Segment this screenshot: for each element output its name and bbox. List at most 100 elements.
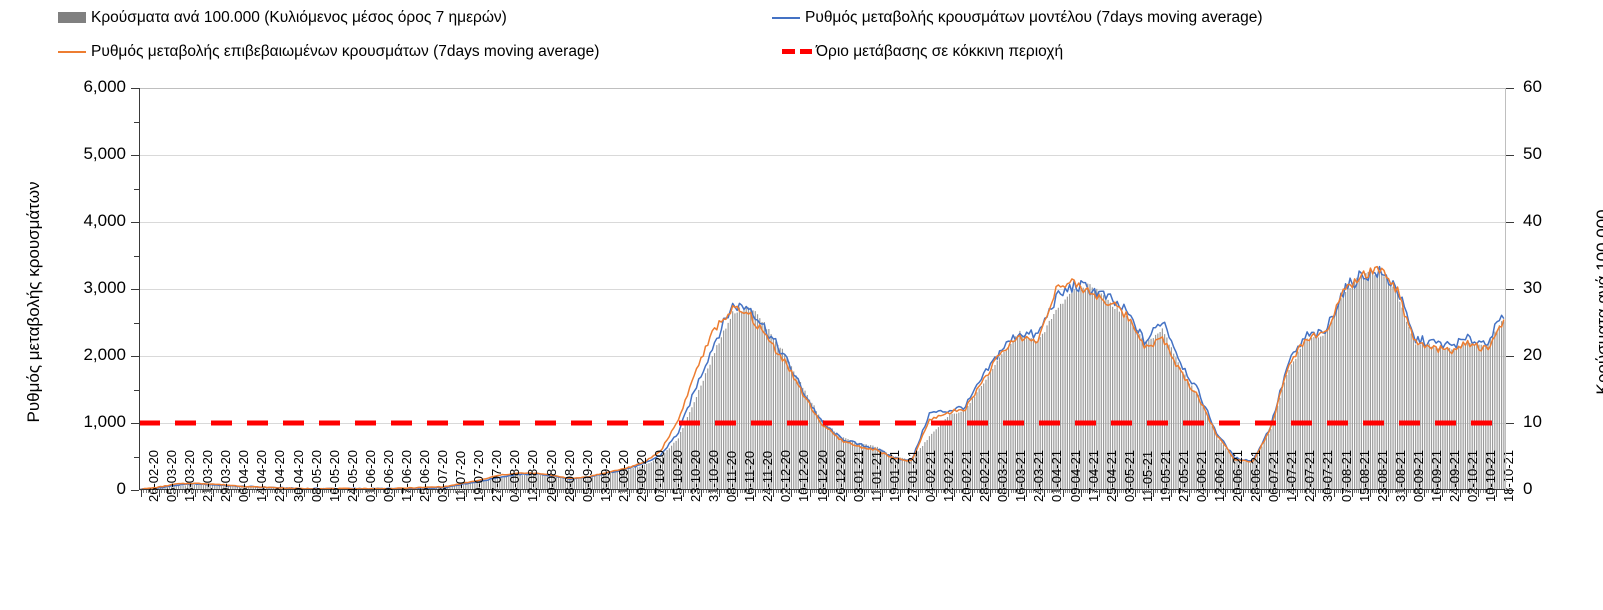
x-axis-minor-tick-mark	[323, 490, 325, 493]
x-axis-minor-tick-mark	[658, 490, 660, 493]
x-axis-minor-tick-mark	[150, 490, 152, 493]
x-axis-minor-tick-mark	[244, 490, 246, 493]
x-axis-minor-tick-mark	[929, 490, 931, 493]
x-axis-minor-tick-mark	[721, 490, 723, 493]
legend-item-threshold[interactable]: Όριο μετάβασης σε κόκκινη περιοχή	[782, 44, 1063, 60]
x-axis-minor-tick-mark	[1259, 490, 1260, 493]
gridline	[139, 88, 1505, 89]
x-axis-minor-tick-mark	[409, 490, 411, 493]
x-axis-minor-tick-mark	[1137, 490, 1139, 493]
x-axis-tick-mark	[430, 490, 432, 497]
axis-minor-tick-mark	[134, 188, 139, 190]
x-axis-minor-tick-mark	[1019, 490, 1021, 493]
x-axis-minor-tick-mark	[861, 490, 863, 493]
x-axis-minor-tick-mark	[1021, 490, 1023, 493]
x-axis-minor-tick-mark	[1060, 490, 1062, 493]
x-axis-minor-tick-mark	[1216, 490, 1218, 493]
x-axis-tick-mark	[1225, 490, 1227, 497]
right-axis-tick-label: 60	[1523, 77, 1542, 96]
x-axis-minor-tick-mark	[479, 490, 481, 493]
x-axis-minor-tick-mark	[337, 490, 339, 493]
x-axis-minor-tick-mark	[1148, 490, 1150, 493]
right-axis-spine	[1505, 88, 1506, 490]
x-axis-minor-tick-mark	[854, 490, 856, 493]
x-axis-tick-mark	[683, 490, 685, 497]
x-axis-minor-tick-mark	[1299, 490, 1301, 493]
x-axis-tick-mark	[1098, 490, 1100, 497]
x-axis-minor-tick-mark	[748, 490, 750, 493]
x-axis-tick-mark	[141, 490, 142, 497]
x-axis-minor-tick-mark	[1220, 490, 1222, 493]
x-axis-minor-tick-mark	[251, 490, 253, 493]
x-axis-minor-tick-mark	[1037, 490, 1039, 493]
legend-item-cases-bars[interactable]: Κρούσματα ανά 100.000 (Κυλιόμενος μέσος …	[58, 10, 507, 26]
x-axis-minor-tick-mark	[834, 490, 836, 493]
x-axis-minor-tick-mark	[262, 490, 264, 493]
x-axis-minor-tick-mark	[215, 490, 217, 493]
x-axis-minor-tick-mark	[407, 490, 409, 493]
x-axis-minor-tick-mark	[459, 490, 461, 493]
axis-tick-mark	[1505, 423, 1514, 424]
x-axis-minor-tick-mark	[1238, 490, 1240, 493]
x-axis-minor-tick-mark	[1069, 490, 1071, 493]
x-axis-minor-tick-mark	[741, 490, 743, 493]
x-axis-minor-tick-mark	[527, 490, 529, 493]
axis-tick-mark	[1505, 155, 1514, 156]
x-axis-minor-tick-mark	[1218, 490, 1220, 493]
x-axis-minor-tick-mark	[667, 490, 669, 493]
x-axis-minor-tick-mark	[1310, 490, 1312, 493]
x-axis-minor-tick-mark	[814, 490, 816, 493]
left-axis-tick-label: 5,000	[83, 144, 126, 163]
x-axis-minor-tick-mark	[1290, 490, 1292, 493]
x-axis-minor-tick-mark	[1164, 490, 1166, 493]
x-axis-minor-tick-mark	[1374, 490, 1376, 493]
x-axis-minor-tick-mark	[342, 490, 343, 493]
axis-minor-tick-mark	[134, 255, 139, 257]
x-axis-tick-mark	[1044, 490, 1046, 497]
x-axis-minor-tick-mark	[1222, 490, 1224, 493]
legend-label-cases-bars: Κρούσματα ανά 100.000 (Κυλιόμενος μέσος …	[91, 9, 507, 26]
x-axis-minor-tick-mark	[188, 490, 190, 493]
x-axis-minor-tick-mark	[775, 490, 777, 493]
x-axis-minor-tick-mark	[518, 490, 520, 493]
x-axis-minor-tick-mark	[328, 490, 330, 493]
x-axis-minor-tick-mark	[271, 490, 273, 493]
x-axis-minor-tick-mark	[585, 490, 587, 493]
x-axis-minor-tick-mark	[922, 490, 924, 493]
x-axis-tick-mark	[213, 490, 215, 497]
x-axis-minor-tick-mark	[1193, 490, 1195, 493]
legend-item-confirmed-rate[interactable]: Ρυθμός μεταβολής επιβεβαιωμένων κρουσμάτ…	[58, 44, 599, 60]
x-axis-minor-tick-mark	[800, 490, 802, 493]
x-axis-minor-tick-mark	[382, 490, 384, 493]
x-axis-minor-tick-mark	[1421, 490, 1423, 493]
x-axis-minor-tick-mark	[509, 490, 511, 493]
x-axis-minor-tick-mark	[951, 490, 953, 493]
x-axis-minor-tick-mark	[608, 490, 610, 493]
x-axis-minor-tick-mark	[1213, 490, 1215, 493]
x-axis-minor-tick-mark	[570, 490, 572, 493]
x-axis-tick-label: 18-10-21	[1501, 449, 1517, 502]
x-axis-minor-tick-mark	[506, 490, 508, 493]
x-axis-minor-tick-mark	[1376, 490, 1378, 493]
x-axis-minor-tick-mark	[655, 490, 657, 493]
x-axis-minor-tick-mark	[524, 490, 526, 493]
x-axis-minor-tick-mark	[723, 490, 725, 493]
axis-tick-mark	[131, 222, 139, 223]
x-axis-minor-tick-mark	[174, 490, 176, 493]
x-axis-minor-tick-mark	[405, 490, 407, 493]
x-axis-minor-tick-mark	[287, 490, 289, 493]
x-axis-minor-tick-mark	[387, 490, 389, 493]
legend-item-model-rate[interactable]: Ρυθμός μεταβολής κρουσμάτων μοντέλου (7d…	[772, 10, 1263, 26]
x-axis-minor-tick-mark	[926, 490, 928, 493]
x-axis-minor-tick-mark	[924, 490, 926, 493]
x-axis-tick-mark	[737, 490, 739, 497]
x-axis-minor-tick-mark	[450, 490, 452, 493]
x-axis-tick-mark	[502, 490, 504, 497]
x-axis-minor-tick-mark	[147, 490, 149, 493]
x-axis-minor-tick-mark	[1412, 490, 1414, 493]
x-axis-minor-tick-mark	[859, 490, 861, 493]
x-axis-minor-tick-mark	[685, 490, 687, 493]
left-axis-tick-label: 6,000	[83, 77, 126, 96]
x-axis-tick-mark	[1026, 490, 1028, 497]
x-axis-minor-tick-mark	[179, 490, 181, 493]
